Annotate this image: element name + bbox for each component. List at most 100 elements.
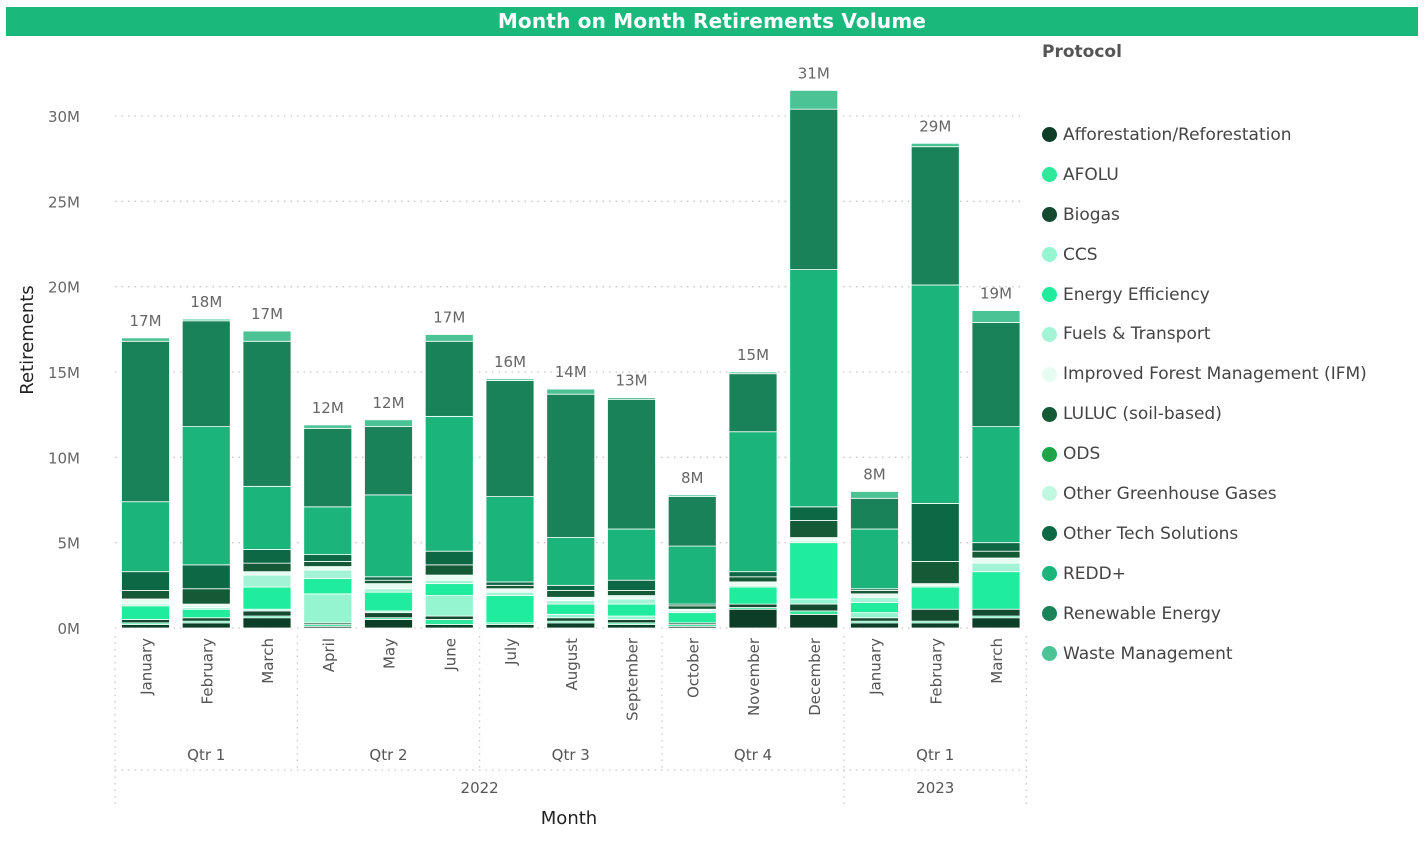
bar-segment[interactable] (303, 578, 353, 595)
bar-segment[interactable] (546, 613, 596, 619)
bar-segment[interactable] (485, 588, 535, 593)
bar-segment[interactable] (728, 373, 778, 433)
bar-segment[interactable] (850, 593, 899, 598)
bar-segment[interactable] (121, 605, 170, 620)
bar-stack[interactable] (607, 397, 656, 629)
legend-item[interactable]: Improved Forest Management (IFM) (1042, 354, 1422, 394)
legend-item[interactable]: Biogas (1042, 195, 1422, 235)
bar-segment[interactable] (728, 571, 778, 578)
bar-segment[interactable] (424, 415, 474, 552)
bar-stack[interactable] (242, 330, 292, 629)
bar-segment[interactable] (546, 603, 596, 615)
bar-segment[interactable] (546, 617, 596, 622)
bar-segment[interactable] (789, 108, 839, 270)
bar-stack[interactable] (181, 318, 231, 629)
legend-item[interactable]: Energy Efficiency (1042, 275, 1422, 315)
legend-item[interactable]: Renewable Energy (1042, 594, 1422, 634)
bar-segment[interactable] (910, 608, 960, 622)
bar-segment[interactable] (910, 561, 960, 585)
bar-segment[interactable] (121, 340, 170, 503)
bar-stack[interactable] (121, 337, 170, 629)
bar-segment[interactable] (728, 603, 778, 608)
bar-segment[interactable] (607, 595, 656, 600)
bar-segment[interactable] (364, 612, 413, 619)
bar-segment[interactable] (121, 590, 170, 600)
bar-segment[interactable] (607, 528, 656, 581)
bar-segment[interactable] (667, 494, 717, 497)
legend-item[interactable]: Fuels & Transport (1042, 314, 1422, 354)
bar-segment[interactable] (546, 537, 596, 586)
bar-segment[interactable] (364, 588, 413, 593)
bar-segment[interactable] (303, 566, 353, 571)
legend-item[interactable]: Afforestation/Reforestation (1042, 115, 1422, 155)
bar-segment[interactable] (121, 571, 170, 591)
legend-item[interactable]: REDD+ (1042, 554, 1422, 594)
bar-segment[interactable] (485, 584, 535, 590)
bar-segment[interactable] (242, 610, 292, 617)
bar-segment[interactable] (242, 617, 292, 629)
bar-stack[interactable] (789, 90, 839, 629)
bar-segment[interactable] (485, 591, 535, 596)
legend-item[interactable]: Other Tech Solutions (1042, 514, 1422, 554)
bar-stack[interactable] (971, 310, 1021, 629)
bar-segment[interactable] (424, 595, 474, 617)
bar-segment[interactable] (789, 598, 839, 605)
bar-segment[interactable] (364, 591, 413, 612)
bar-segment[interactable] (121, 624, 170, 629)
bar-segment[interactable] (971, 426, 1021, 544)
bar-segment[interactable] (546, 622, 596, 629)
bar-segment[interactable] (181, 564, 231, 590)
bar-segment[interactable] (303, 569, 353, 579)
bar-segment[interactable] (485, 581, 535, 586)
bar-segment[interactable] (607, 397, 656, 400)
bar-segment[interactable] (850, 612, 899, 619)
bar-segment[interactable] (181, 588, 231, 605)
legend-item[interactable]: ODS (1042, 434, 1422, 474)
bar-segment[interactable] (546, 584, 596, 591)
bar-stack[interactable] (303, 424, 353, 629)
bar-segment[interactable] (424, 550, 474, 566)
bar-segment[interactable] (364, 579, 413, 585)
bar-segment[interactable] (789, 613, 839, 629)
bar-segment[interactable] (485, 380, 535, 497)
bar-segment[interactable] (424, 619, 474, 625)
bar-segment[interactable] (303, 554, 353, 562)
bar-stack[interactable] (546, 388, 596, 629)
bar-segment[interactable] (607, 590, 656, 596)
bar-segment[interactable] (424, 564, 474, 576)
bar-segment[interactable] (485, 624, 535, 629)
bar-segment[interactable] (181, 622, 231, 629)
bar-segment[interactable] (485, 496, 535, 583)
bar-segment[interactable] (607, 598, 656, 605)
bar-segment[interactable] (546, 596, 596, 602)
bar-segment[interactable] (364, 419, 413, 428)
bar-segment[interactable] (546, 388, 596, 395)
bar-segment[interactable] (667, 545, 717, 605)
bar-segment[interactable] (546, 393, 596, 538)
legend-item[interactable]: LULUC (soil-based) (1042, 394, 1422, 434)
bar-segment[interactable] (181, 617, 231, 622)
bar-segment[interactable] (121, 337, 170, 342)
bar-segment[interactable] (242, 586, 292, 610)
bar-segment[interactable] (424, 340, 474, 417)
bar-segment[interactable] (728, 581, 778, 586)
bar-segment[interactable] (971, 550, 1021, 559)
bar-segment[interactable] (121, 598, 170, 605)
bar-segment[interactable] (910, 284, 960, 504)
bar-segment[interactable] (121, 619, 170, 624)
bar-segment[interactable] (971, 542, 1021, 552)
bar-segment[interactable] (971, 571, 1021, 610)
bar-segment[interactable] (121, 501, 170, 573)
bar-segment[interactable] (850, 617, 899, 622)
bar-segment[interactable] (850, 602, 899, 614)
bar-segment[interactable] (364, 619, 413, 629)
bar-segment[interactable] (181, 603, 231, 608)
bar-segment[interactable] (789, 269, 839, 508)
bar-segment[interactable] (546, 590, 596, 598)
bar-segment[interactable] (181, 608, 231, 619)
bar-segment[interactable] (303, 593, 353, 624)
bar-segment[interactable] (607, 579, 656, 591)
bar-segment[interactable] (181, 320, 231, 428)
bar-segment[interactable] (424, 624, 474, 629)
legend-item[interactable]: CCS (1042, 235, 1422, 275)
